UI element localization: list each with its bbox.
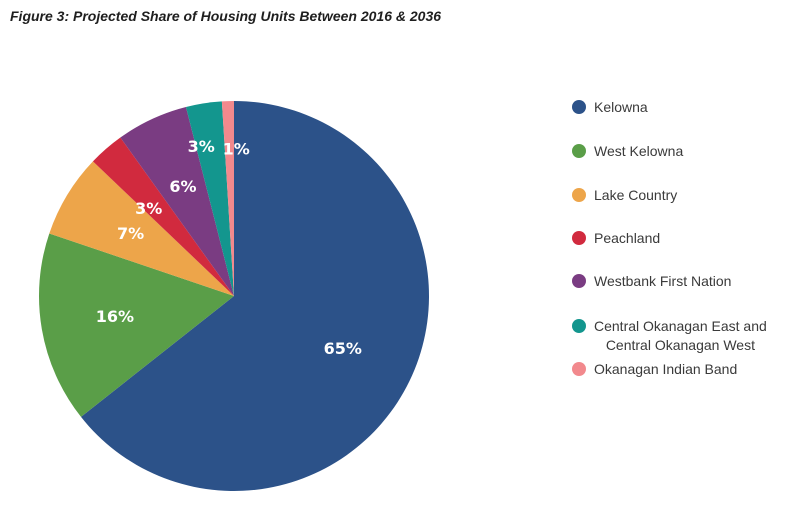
slice-label: 65% xyxy=(324,339,362,358)
pie-slice-west-kelowna xyxy=(38,233,234,417)
legend-label: Kelowna xyxy=(594,99,648,115)
legend-label: West Kelowna xyxy=(594,143,684,159)
legend-item: Peachland xyxy=(572,229,660,248)
legend-label: Central Okanagan East and Central Okanag… xyxy=(594,318,767,353)
pie-slice-central-okanagan-east-and xyxy=(185,101,234,297)
legend-item: Central Okanagan East and Central Okanag… xyxy=(572,317,767,355)
slice-label: 7% xyxy=(117,224,144,243)
legend-item: Lake Country xyxy=(572,186,677,205)
legend-item: Westbank First Nation xyxy=(572,272,731,291)
pie-slice-kelowna xyxy=(81,101,430,491)
legend-swatch xyxy=(572,274,586,288)
slice-label: 3% xyxy=(188,137,215,156)
legend-item: Kelowna xyxy=(572,98,648,117)
slice-label: 6% xyxy=(169,177,196,196)
legend-swatch xyxy=(572,100,586,114)
legend-label: Okanagan Indian Band xyxy=(594,361,738,377)
legend-label: Peachland xyxy=(594,230,661,246)
legend-swatch xyxy=(572,319,586,333)
slice-label: 3% xyxy=(135,199,162,218)
legend-swatch xyxy=(572,188,586,202)
pie-slice-okanagan-indian-band xyxy=(221,101,234,296)
legend-item: West Kelowna xyxy=(572,142,683,161)
slice-label: 1% xyxy=(223,140,250,159)
legend-label: Westbank First Nation xyxy=(594,273,732,289)
pie-slice-peachland xyxy=(92,137,234,296)
pie-slice-lake-country xyxy=(49,161,234,296)
legend-swatch xyxy=(572,231,586,245)
slice-label: 16% xyxy=(96,307,134,326)
legend-swatch xyxy=(572,362,586,376)
legend-item: Okanagan Indian Band xyxy=(572,360,737,379)
pie-slice-westbank-first-nation xyxy=(120,107,234,296)
legend-swatch xyxy=(572,144,586,158)
legend-label: Lake Country xyxy=(594,187,678,203)
chart-title: Figure 3: Projected Share of Housing Uni… xyxy=(10,8,442,24)
